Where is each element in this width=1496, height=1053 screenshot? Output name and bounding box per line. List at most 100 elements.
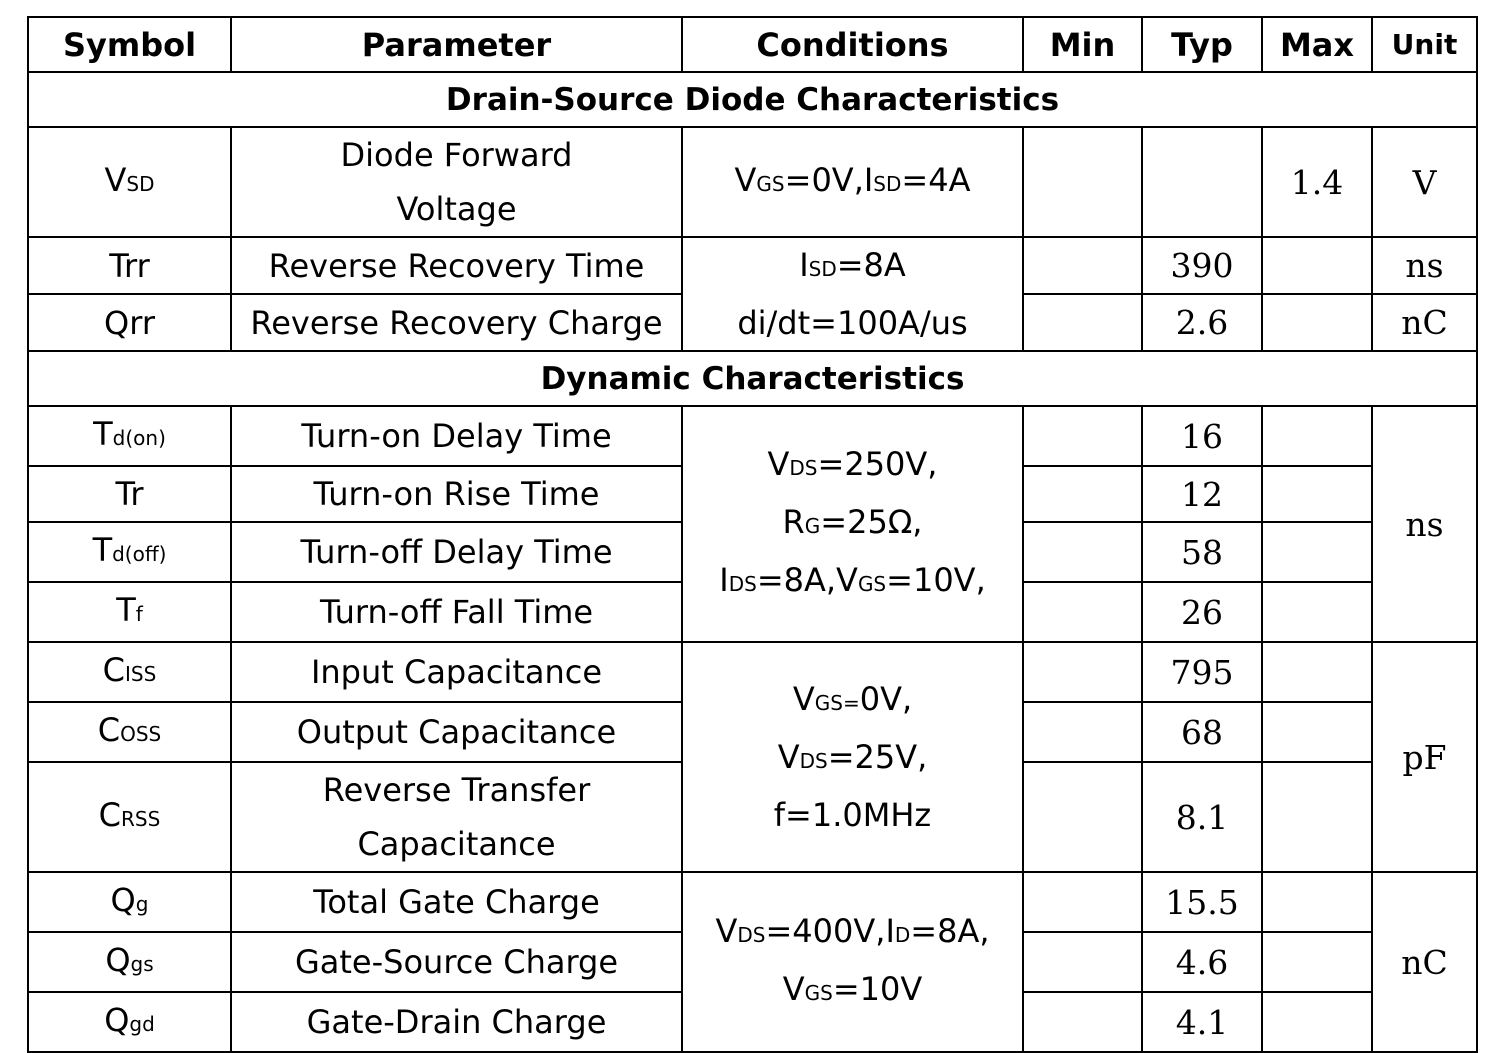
symbol-subscript: g (135, 892, 149, 916)
symbol-main: Q (105, 941, 131, 979)
cond-text: =250V, (817, 445, 938, 483)
typ-cell: 795 (1141, 641, 1263, 703)
cond-text: =25Ω, (820, 503, 923, 541)
cond-text: =8A, (910, 912, 990, 950)
max-cell (1261, 991, 1373, 1053)
typ-cell: 12 (1141, 465, 1263, 523)
cond-subscript: SD (808, 257, 837, 281)
table-row-qgs: Qgs Gate-Source Charge 4.6 (27, 931, 1477, 993)
cond-text: I (719, 561, 729, 599)
cond-line-1: VDS=400V,ID=8A, (684, 904, 1021, 962)
parameter-cell: Turn-on Rise Time (230, 465, 683, 523)
max-cell (1261, 236, 1373, 295)
symbol-cell: Tf (27, 581, 232, 643)
conditions-cell: ISD=8A di/dt=100A/us (681, 236, 1024, 352)
parameter-line-1: Diode Forward (340, 136, 573, 174)
min-cell (1022, 991, 1143, 1053)
unit-cell: ns (1371, 405, 1478, 643)
typ-cell: 390 (1141, 236, 1263, 295)
parameter-line-2: Capacitance (357, 825, 556, 863)
parameter-cell: Input Capacitance (230, 641, 683, 703)
cond-text: V (734, 161, 757, 199)
symbol-subscript: OSS (120, 722, 162, 746)
section-title-dynamic: Dynamic Characteristics (27, 350, 1478, 407)
symbol-main: C (97, 711, 121, 749)
typ-cell (1141, 126, 1263, 238)
symbol-cell: Qg (27, 871, 232, 933)
typ-cell: 8.1 (1141, 761, 1263, 873)
cond-text: =4A (901, 161, 971, 199)
symbol-subscript: d(off) (112, 542, 167, 566)
conditions-cell: VGS=0V,ISD=4A (681, 126, 1024, 238)
col-min: Min (1022, 16, 1143, 73)
cond-line-2: di/dt=100A/us (737, 304, 968, 342)
parameter-cell: Diode Forward Voltage (230, 126, 683, 238)
symbol-cell: VSD (27, 126, 232, 238)
col-symbol: Symbol (27, 16, 232, 73)
max-cell (1261, 761, 1373, 873)
parameter-cell: Reverse Recovery Charge (230, 293, 683, 352)
min-cell (1022, 641, 1143, 703)
symbol-main: T (92, 531, 113, 569)
cond-subscript: DS (799, 749, 828, 773)
symbol-main: Q (110, 881, 136, 919)
cond-text: =10V (832, 970, 923, 1008)
parameter-cell: Reverse Transfer Capacitance (230, 761, 683, 873)
unit-cell: nC (1371, 293, 1478, 352)
cond-text: =0V,I (784, 161, 874, 199)
cond-subscript: D (894, 923, 911, 947)
symbol-main: C (102, 651, 126, 689)
min-cell (1022, 465, 1143, 523)
cond-text: V (767, 445, 790, 483)
cond-text: V (782, 970, 805, 1008)
parameter-line-1: Reverse Transfer (322, 771, 591, 809)
cond-text: I (799, 246, 809, 284)
table-row-qrr: Qrr Reverse Recovery Charge 2.6 nC (27, 293, 1478, 352)
conditions-cell: VDS=400V,ID=8A, VGS=10V (681, 871, 1024, 1053)
typ-cell: 16 (1141, 405, 1263, 467)
symbol-cell: Qgs (27, 931, 232, 993)
col-max: Max (1261, 16, 1373, 73)
min-cell (1022, 126, 1143, 238)
parameter-cell: Total Gate Charge (230, 871, 683, 933)
cond-text: =8A,V (756, 561, 858, 599)
parameter-line-2: Voltage (396, 190, 517, 228)
symbol-subscript: SD (126, 172, 155, 196)
symbol-cell: Td(off) (27, 521, 232, 583)
section-title-diode: Drain-Source Diode Characteristics (27, 71, 1478, 128)
min-cell (1022, 931, 1143, 993)
symbol-subscript: gd (129, 1012, 155, 1036)
unit-cell: V (1371, 126, 1478, 238)
typ-cell: 4.1 (1141, 991, 1263, 1053)
cond-line-2: VGS=10V (684, 962, 1021, 1020)
cond-subscript: GS (756, 172, 785, 196)
symbol-main: C (98, 796, 122, 834)
max-cell (1261, 405, 1373, 467)
col-parameter: Parameter (230, 16, 683, 73)
symbol-cell: Trr (27, 236, 232, 295)
symbol-cell: Qgd (27, 991, 232, 1053)
symbol-cell: Td(on) (27, 405, 232, 467)
symbol-cell: CISS (27, 641, 232, 703)
symbol-subscript: f (135, 602, 143, 626)
symbol-subscript: ISS (125, 662, 157, 686)
cond-subscript: GS (804, 981, 833, 1005)
conditions-cell: VGS=0V, VDS=25V, f=1.0MHz (681, 641, 1024, 873)
typ-cell: 68 (1141, 701, 1263, 763)
symbol-main: V (104, 161, 127, 199)
min-cell (1022, 293, 1143, 352)
unit-cell: nC (1371, 871, 1478, 1053)
cond-line-3: IDS=8A,VGS=10V, (684, 553, 1021, 611)
cond-text: V (792, 680, 815, 718)
min-cell (1022, 761, 1143, 873)
symbol-cell: COSS (27, 701, 232, 763)
parameter-cell: Reverse Recovery Time (230, 236, 683, 295)
section-row-diode: Drain-Source Diode Characteristics (27, 71, 1478, 128)
typ-cell: 4.6 (1141, 931, 1263, 993)
table-row-tdoff: Td(off) Turn-off Delay Time 58 (27, 521, 1477, 583)
unit-cell: pF (1371, 641, 1478, 873)
table-row-vsd: VSD Diode Forward Voltage VGS=0V,ISD=4A 1… (27, 126, 1478, 238)
unit-cell: ns (1371, 236, 1478, 295)
cond-subscript: GS= (814, 691, 860, 715)
electrical-characteristics-table: Symbol Parameter Conditions Min Typ Max … (27, 16, 1478, 1053)
